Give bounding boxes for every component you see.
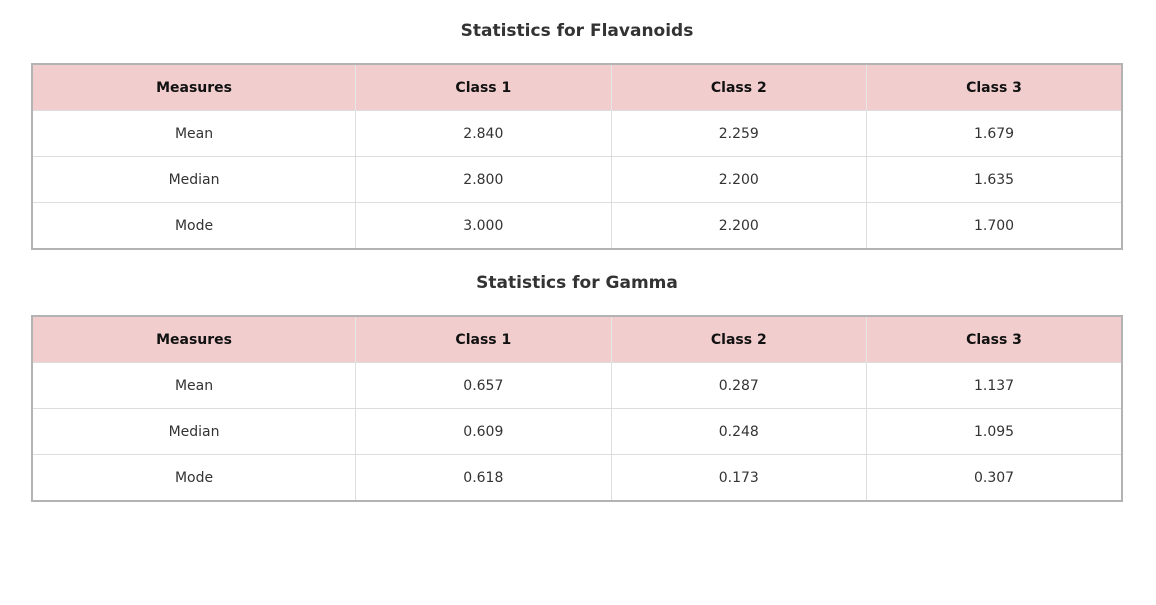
value-cell: 1.635 — [866, 156, 1122, 203]
value-cell: 3.000 — [355, 202, 612, 249]
gamma-section: Statistics for Gamma Measures Class 1 Cl… — [31, 252, 1123, 502]
row-label-cell: Mode — [32, 454, 356, 501]
table-row: Mean 2.840 2.259 1.679 — [32, 110, 1122, 157]
gamma-stats-table: Measures Class 1 Class 2 Class 3 Mean 0.… — [31, 315, 1123, 502]
column-header-class-2: Class 2 — [610, 316, 867, 363]
value-cell: 0.248 — [610, 408, 867, 455]
row-label-cell: Median — [32, 408, 356, 455]
column-header-class-1: Class 1 — [355, 316, 612, 363]
column-header-class-3: Class 3 — [866, 64, 1122, 111]
value-cell: 2.800 — [355, 156, 612, 203]
value-cell: 2.200 — [610, 202, 867, 249]
row-label-cell: Mean — [32, 362, 356, 409]
column-header-measures: Measures — [32, 64, 356, 111]
value-cell: 0.287 — [610, 362, 867, 409]
table-row: Mode 3.000 2.200 1.700 — [32, 202, 1122, 249]
table-row: Mean 0.657 0.287 1.137 — [32, 362, 1122, 409]
table-row: Median 2.800 2.200 1.635 — [32, 156, 1122, 203]
table-row: Median 0.609 0.248 1.095 — [32, 408, 1122, 455]
row-label-cell: Mode — [32, 202, 356, 249]
table-row: Mode 0.618 0.173 0.307 — [32, 454, 1122, 501]
table-header-row: Measures Class 1 Class 2 Class 3 — [32, 64, 1122, 111]
value-cell: 1.679 — [866, 110, 1122, 157]
value-cell: 1.137 — [866, 362, 1122, 409]
flavanoids-stats-table: Measures Class 1 Class 2 Class 3 Mean 2.… — [31, 63, 1123, 250]
value-cell: 1.095 — [866, 408, 1122, 455]
column-header-class-2: Class 2 — [610, 64, 867, 111]
column-header-class-3: Class 3 — [866, 316, 1122, 363]
column-header-measures: Measures — [32, 316, 356, 363]
column-header-class-1: Class 1 — [355, 64, 612, 111]
flavanoids-table-title: Statistics for Flavanoids — [460, 21, 694, 41]
value-cell: 1.700 — [866, 202, 1122, 249]
table-header-row: Measures Class 1 Class 2 Class 3 — [32, 316, 1122, 363]
row-label-cell: Mean — [32, 110, 356, 157]
row-label-cell: Median — [32, 156, 356, 203]
value-cell: 0.173 — [610, 454, 867, 501]
gamma-table-title: Statistics for Gamma — [476, 273, 678, 293]
value-cell: 0.618 — [355, 454, 612, 501]
value-cell: 2.840 — [355, 110, 612, 157]
value-cell: 2.200 — [610, 156, 867, 203]
value-cell: 0.609 — [355, 408, 612, 455]
value-cell: 0.657 — [355, 362, 612, 409]
value-cell: 2.259 — [610, 110, 867, 157]
value-cell: 0.307 — [866, 454, 1122, 501]
flavanoids-section: Statistics for Flavanoids Measures Class… — [31, 0, 1123, 250]
